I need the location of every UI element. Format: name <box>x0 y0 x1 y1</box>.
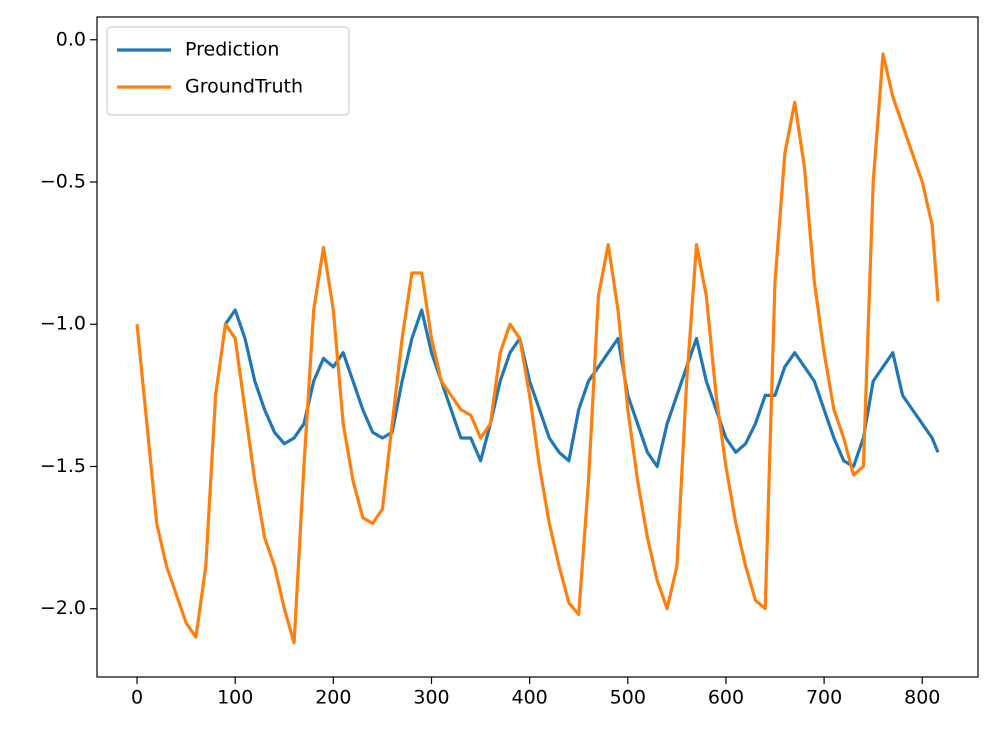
plot-frame <box>96 16 979 678</box>
y-tick-label: −1.5 <box>40 455 86 477</box>
line-series <box>135 52 940 645</box>
y-tick-label: 0.0 <box>56 28 86 50</box>
x-tick-label: 700 <box>806 687 842 709</box>
x-tick-label: 600 <box>708 687 744 709</box>
line-series <box>224 308 940 469</box>
y-tick-label: −1.0 <box>40 313 86 335</box>
x-tick-label: 100 <box>217 687 253 709</box>
x-tick-label: 200 <box>315 687 351 709</box>
y-tick-label: −0.5 <box>40 171 86 193</box>
y-tick-label: −2.0 <box>40 597 86 619</box>
legend-label: GroundTruth <box>185 76 303 98</box>
x-tick-label: 400 <box>512 687 548 709</box>
x-tick-label: 0 <box>131 687 143 709</box>
legend-label: Prediction <box>185 39 279 61</box>
x-tick-label: 800 <box>904 687 940 709</box>
x-tick-label: 300 <box>413 687 449 709</box>
x-tick-label: 500 <box>610 687 646 709</box>
